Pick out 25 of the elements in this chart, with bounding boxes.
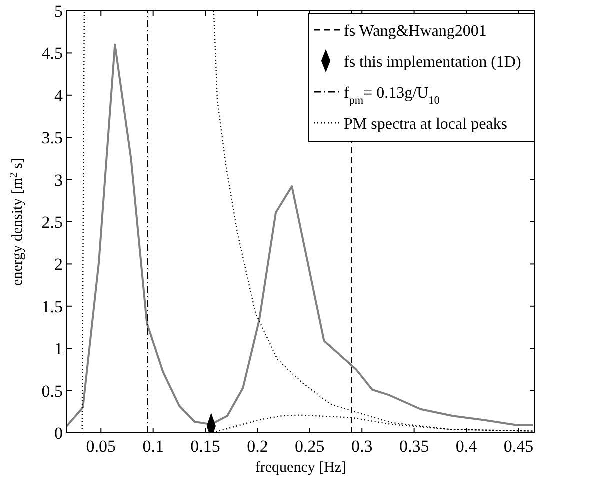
x-tick-label: 0.45 [504,437,534,456]
y-tick-label: 3 [54,170,63,190]
legend-label: fs this implementation (1D) [344,54,522,71]
x-tick-label: 0.35 [399,437,430,456]
x-tick-label: 0.1 [142,437,164,456]
y-tick-label: 2.5 [42,213,63,232]
legend-label: f$_{pm}$= 0.13g/U$_{10}$ [344,85,440,107]
x-tick-label: 0.3 [352,437,373,456]
y-tick-label: 5 [54,2,63,21]
x-tick-label: 0.15 [190,437,220,456]
y-tick-label: 1.5 [42,297,63,316]
y-tick-label: 4.5 [42,44,63,64]
y-tick-label: 0.5 [42,382,63,401]
x-tick-label: 0.05 [86,437,116,456]
x-axis-title: frequency [Hz] [255,460,347,476]
y-tick-label: 4 [54,86,64,106]
x-tick-label: 0.2 [247,437,268,456]
x-tick-label: 0.25 [295,437,325,456]
y-tick-label: 2 [54,255,63,274]
y-tick-label: 1 [54,340,63,359]
y-tick-label: 3.5 [42,128,63,148]
legend-label: PM spectra at local peaks [344,116,508,133]
legend-label: fs Wang&Hwang2001 [344,23,487,40]
y-tick-label: 0 [54,424,63,443]
x-tick-label: 0.4 [456,437,478,456]
